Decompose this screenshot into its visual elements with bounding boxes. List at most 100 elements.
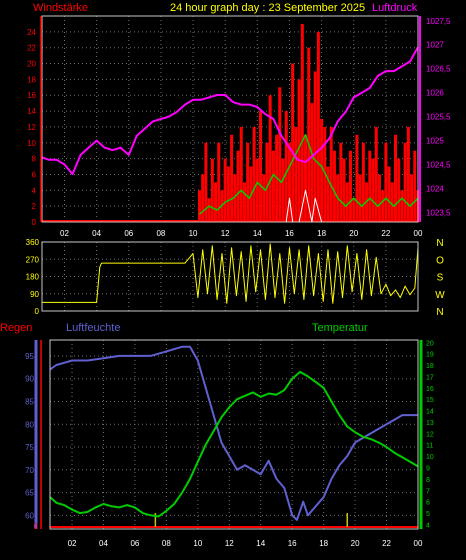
wind-gust-bar — [252, 126, 256, 222]
wind-gust-bar — [262, 174, 266, 222]
wind-gust-bar — [384, 142, 388, 222]
wind-y-tick-label: 14 — [27, 107, 36, 116]
wind-gust-bar — [410, 174, 414, 222]
wind-gust-bar — [236, 150, 240, 222]
humidity-y-tick-label: 80 — [25, 420, 34, 429]
wind-gust-bar — [207, 198, 211, 222]
wind-gust-bar — [294, 126, 298, 222]
wind-gust-bar — [201, 174, 205, 222]
wind-axis-label: Windstärke — [33, 2, 88, 14]
x-tick-label: 16 — [285, 229, 294, 238]
wind-gust-bar — [349, 150, 353, 222]
temperature-y-tick-label: 19 — [426, 352, 434, 359]
pressure-axis-label: Luftdruck — [372, 2, 418, 14]
wind-gust-bar — [368, 150, 372, 222]
x-tick-label: 14 — [253, 229, 262, 238]
wind-gust-bar — [358, 174, 362, 222]
wind-gust-bar — [284, 111, 288, 222]
x-tick-label: 22 — [382, 539, 391, 548]
wind-y-tick-label: 20 — [27, 60, 36, 69]
x-tick-label: 20 — [351, 539, 360, 548]
wind-gust-bar — [390, 182, 394, 222]
wind-gust-bar — [361, 142, 365, 222]
wind-y-tick-label: 16 — [27, 91, 36, 100]
x-tick-label: 04 — [92, 229, 101, 238]
wind-gust-bar — [259, 111, 263, 222]
pressure-y-tick-label: 1025 — [426, 137, 444, 146]
temperature-y-tick-label: 11 — [426, 443, 433, 450]
wind-gust-bar — [345, 182, 349, 222]
wind-y-tick-label: 22 — [27, 44, 36, 53]
wind-gust-bar — [313, 71, 317, 222]
wind-gust-bar — [326, 166, 330, 222]
direction-y-tick-label: 270 — [26, 255, 40, 264]
temperature-y-tick-label: 10 — [426, 454, 434, 461]
direction-y-tick-label: 180 — [26, 273, 40, 282]
compass-tick-label: W — [435, 290, 445, 301]
temperature-y-tick-label: 14 — [426, 409, 434, 416]
wind-gust-bar — [281, 158, 285, 222]
compass-tick-label: O — [436, 255, 444, 266]
wind-gust-bar — [233, 174, 237, 222]
wind-gust-bar — [297, 79, 301, 222]
humidity-y-tick-label: 90 — [25, 375, 34, 384]
pressure-y-tick-label: 1027 — [426, 41, 444, 50]
plot-frame — [41, 241, 419, 312]
wind-gust-bar — [342, 158, 346, 222]
direction-y-tick-label: 90 — [30, 290, 39, 299]
temperature-y-tick-label: 12 — [426, 431, 434, 438]
wind-gust-bar — [320, 119, 324, 222]
wind-y-tick-label: 10 — [27, 139, 36, 148]
wind-y-tick-label: 0 — [32, 218, 37, 227]
wind-gust-bar — [300, 23, 304, 222]
rain-label: Regen — [0, 322, 32, 334]
rain-y-tick-label: 0 — [34, 522, 39, 531]
humidity-y-tick-label: 65 — [25, 489, 34, 498]
plot-frame — [41, 15, 419, 223]
wind-gust-bar — [304, 134, 308, 222]
wind-gust-bar — [230, 134, 234, 222]
temperature-y-tick-label: 17 — [426, 374, 434, 381]
wind-gust-bar — [226, 166, 230, 222]
x-tick-label: 00 — [414, 229, 423, 238]
wind-gust-bar — [413, 150, 417, 222]
temperature-y-tick-label: 7 — [426, 488, 430, 495]
plot-frame — [49, 339, 419, 530]
wind-y-tick-label: 24 — [27, 28, 36, 37]
wind-gust-bar — [339, 142, 343, 222]
temperature-y-tick-label: 5 — [426, 511, 430, 518]
x-tick-label: 10 — [193, 539, 202, 548]
pressure-y-tick-label: 1027,5 — [426, 17, 451, 26]
temperature-y-tick-label: 4 — [426, 522, 430, 529]
humidity-y-tick-label: 70 — [25, 466, 34, 475]
wind-gust-bar — [271, 150, 275, 222]
wind-gust-bar — [394, 134, 398, 222]
wind-gust-bar — [278, 87, 282, 222]
wind-gust-bar — [316, 31, 320, 222]
wind-gust-bar — [374, 126, 378, 222]
wind-average-line — [199, 134, 419, 215]
x-tick-label: 12 — [225, 539, 234, 548]
temperature-y-tick-label: 18 — [426, 363, 434, 370]
x-tick-label: 08 — [162, 539, 171, 548]
wind-gust-bar — [329, 126, 333, 222]
wind-gust-bar — [255, 158, 259, 222]
pressure-y-tick-label: 1024 — [426, 184, 444, 193]
humidity-y-tick-label: 60 — [25, 511, 34, 520]
series-layer — [41, 23, 420, 528]
wind-gust-bar — [210, 158, 214, 222]
humidity-y-tick-label: 95 — [25, 352, 34, 361]
x-tick-label: 00 — [414, 539, 423, 548]
x-tick-label: 20 — [349, 229, 358, 238]
wind-gust-bar — [403, 142, 407, 222]
wind-gust-bar — [265, 142, 269, 222]
x-tick-label: 04 — [99, 539, 108, 548]
temperature-label: Temperatur — [312, 322, 368, 334]
temperature-y-tick-label: 9 — [426, 466, 430, 473]
pressure-y-tick-label: 1024,5 — [426, 161, 451, 170]
wind-gust-bar — [239, 126, 243, 222]
temperature-y-tick-label: 15 — [426, 397, 434, 404]
